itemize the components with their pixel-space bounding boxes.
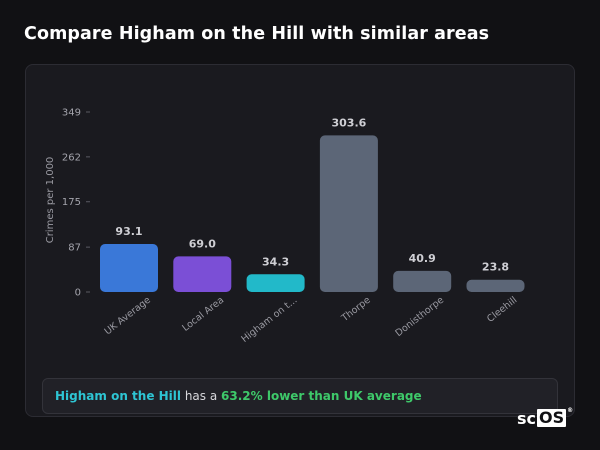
- logo-prefix: sc: [517, 409, 537, 428]
- callout-middle-text: has a: [181, 389, 222, 403]
- x-tick-label: Higham on t...: [239, 295, 299, 345]
- bar-value-label: 34.3: [262, 255, 289, 268]
- bar-thorpe: [319, 135, 378, 292]
- y-tick-label: 0: [75, 288, 81, 299]
- bar-higham-on-t: [246, 274, 305, 292]
- y-tick-label: 262: [62, 152, 81, 163]
- scos-logo: sc OS ®: [517, 407, 574, 428]
- x-tick-label: Donisthorpe: [394, 295, 447, 340]
- bar-value-label: 40.9: [409, 252, 436, 265]
- y-tick-label: 175: [62, 197, 81, 208]
- logo-registered-mark: ®: [567, 407, 574, 414]
- bar-local-area: [173, 256, 232, 292]
- y-tick-label: 349: [62, 108, 81, 119]
- x-tick-label: Local Area: [180, 295, 226, 334]
- x-tick-label: Cleehill: [485, 295, 519, 325]
- bar-value-label: 303.6: [332, 116, 367, 129]
- bar-donisthorpe: [393, 270, 452, 292]
- bar-uk-average: [100, 243, 158, 292]
- chart-card: Crimes per 1,000 0 87 175 262 349 93.1 UK Avera…: [25, 64, 575, 417]
- callout-comparison: 63.2% lower than UK average: [221, 389, 422, 403]
- bar-value-label: 69.0: [189, 237, 216, 250]
- comparison-callout: Higham on the Hill has a 63.2% lower tha…: [42, 378, 558, 414]
- callout-area-name: Higham on the Hill: [55, 389, 182, 403]
- bar-value-label: 93.1: [115, 225, 142, 238]
- bar-value-label: 23.8: [482, 261, 509, 274]
- y-axis-title: Crimes per 1,000: [45, 157, 56, 244]
- logo-box: OS: [537, 408, 567, 427]
- page-title: Compare Higham on the Hill with similar …: [24, 24, 490, 44]
- bar-cleehill: [466, 279, 525, 292]
- x-tick-label: UK Average: [103, 295, 153, 338]
- x-tick-label: Thorpe: [339, 295, 373, 325]
- bar-chart: Crimes per 1,000 0 87 175 262 349 93.1 UK Avera…: [45, 108, 525, 345]
- y-tick-label: 87: [68, 243, 81, 254]
